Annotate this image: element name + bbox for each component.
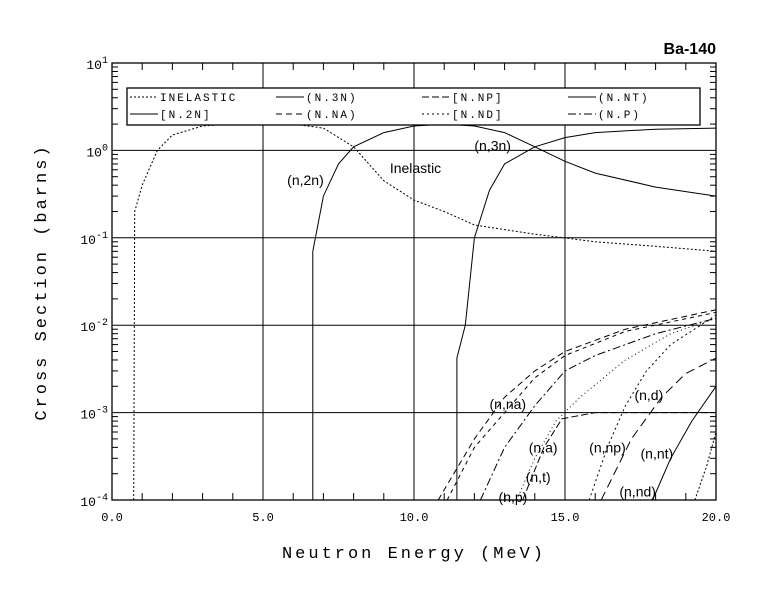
annotation-label: (n,na) (490, 396, 527, 412)
series-line-8 (446, 311, 717, 501)
series-line-7 (479, 317, 717, 501)
legend-entry: (N.3N) (306, 93, 358, 105)
annotation-label: (n,np) (589, 439, 626, 455)
legend-entry: [N.2N] (160, 110, 212, 122)
x-tick-label: 0.0 (101, 511, 123, 525)
series-line-5 (437, 309, 717, 501)
annotation-label: (n,a) (529, 439, 558, 455)
y-tick-label: 10-4 (80, 493, 108, 510)
y-tick-label: 101 (86, 56, 108, 73)
legend-entry: [N.NP] (452, 93, 504, 105)
series-line-0 (133, 123, 717, 501)
annotation-label: (n,p) (499, 489, 528, 505)
annotation-label: (n,2n) (287, 172, 324, 188)
y-tick-label: 100 (86, 143, 108, 160)
legend-entry: INELASTIC (160, 93, 237, 105)
legend-entry: (N.P) (598, 110, 641, 122)
annotation-label: (n,nd) (619, 483, 656, 499)
annotation-label: (n,d) (634, 387, 663, 403)
y-axis-label: Cross Section (barns) (33, 143, 52, 420)
y-tick-label: 10-3 (80, 406, 108, 423)
legend-entry: [N.ND] (452, 110, 504, 122)
series-line-6 (588, 314, 717, 501)
x-axis-label: Neutron Energy (MeV) (282, 545, 546, 564)
chart-title: Ba-140 (664, 41, 717, 58)
x-tick-label: 20.0 (702, 511, 731, 525)
legend-entry: (N.NA) (306, 110, 358, 122)
y-tick-label: 10-1 (80, 231, 108, 248)
x-tick-label: 15.0 (551, 511, 580, 525)
annotation-label: (n,nt) (641, 445, 674, 461)
series-line-4 (312, 123, 717, 500)
annotation-label: (n,t) (526, 469, 551, 485)
series-line-1 (456, 127, 717, 500)
series-line-11 (694, 431, 717, 501)
legend-entry: (N.NT) (598, 93, 650, 105)
x-tick-label: 10.0 (400, 511, 429, 525)
annotation-label: Inelastic (390, 160, 441, 176)
series-line-2 (522, 412, 716, 501)
series-line-3 (652, 386, 717, 501)
annotation-label: (n,3n) (474, 137, 511, 153)
legend-box (126, 87, 701, 126)
series-line-10 (600, 357, 717, 501)
y-tick-label: 10-2 (80, 318, 108, 335)
x-tick-label: 5.0 (252, 511, 274, 525)
